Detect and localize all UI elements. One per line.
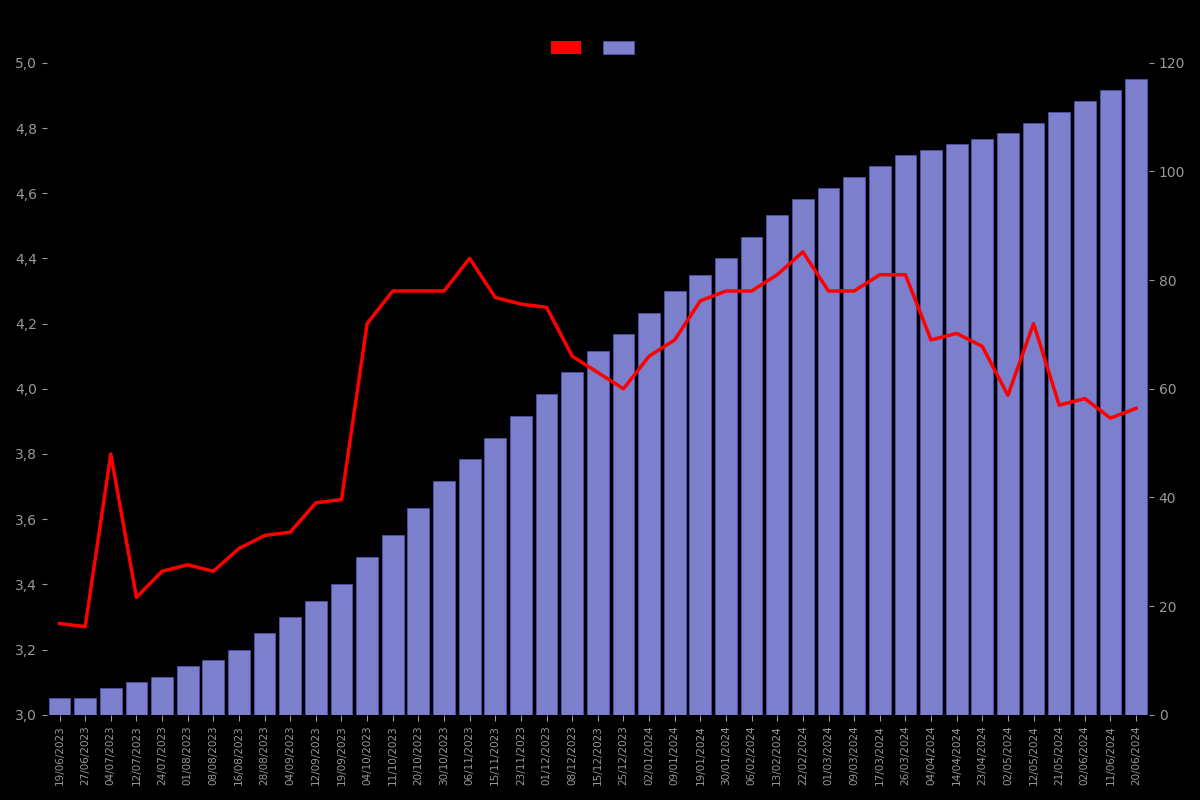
- Bar: [176, 666, 198, 714]
- Bar: [253, 634, 276, 714]
- Bar: [305, 601, 326, 714]
- Bar: [228, 650, 250, 714]
- Bar: [1074, 101, 1096, 714]
- Bar: [894, 155, 917, 714]
- Bar: [612, 334, 635, 714]
- Bar: [458, 459, 480, 714]
- Bar: [817, 188, 839, 714]
- Bar: [946, 144, 967, 714]
- Bar: [126, 682, 148, 714]
- Bar: [151, 677, 173, 714]
- Bar: [1049, 112, 1070, 714]
- Bar: [562, 373, 583, 714]
- Bar: [997, 134, 1019, 714]
- Bar: [972, 139, 994, 714]
- Bar: [330, 584, 353, 714]
- Bar: [638, 313, 660, 714]
- Bar: [408, 508, 430, 714]
- Bar: [920, 150, 942, 714]
- Bar: [715, 258, 737, 714]
- Bar: [356, 557, 378, 714]
- Bar: [485, 438, 506, 714]
- Bar: [792, 198, 814, 714]
- Bar: [1099, 90, 1121, 714]
- Bar: [587, 350, 608, 714]
- Bar: [535, 394, 558, 714]
- Bar: [49, 698, 71, 714]
- Legend: , : ,: [546, 38, 649, 59]
- Bar: [664, 291, 685, 714]
- Bar: [1022, 122, 1044, 714]
- Bar: [844, 177, 865, 714]
- Bar: [1126, 79, 1147, 714]
- Bar: [382, 535, 403, 714]
- Bar: [74, 698, 96, 714]
- Bar: [510, 416, 532, 714]
- Bar: [280, 617, 301, 714]
- Bar: [869, 166, 890, 714]
- Bar: [100, 687, 121, 714]
- Bar: [433, 481, 455, 714]
- Bar: [203, 660, 224, 714]
- Bar: [767, 215, 788, 714]
- Bar: [740, 237, 762, 714]
- Bar: [690, 274, 712, 714]
